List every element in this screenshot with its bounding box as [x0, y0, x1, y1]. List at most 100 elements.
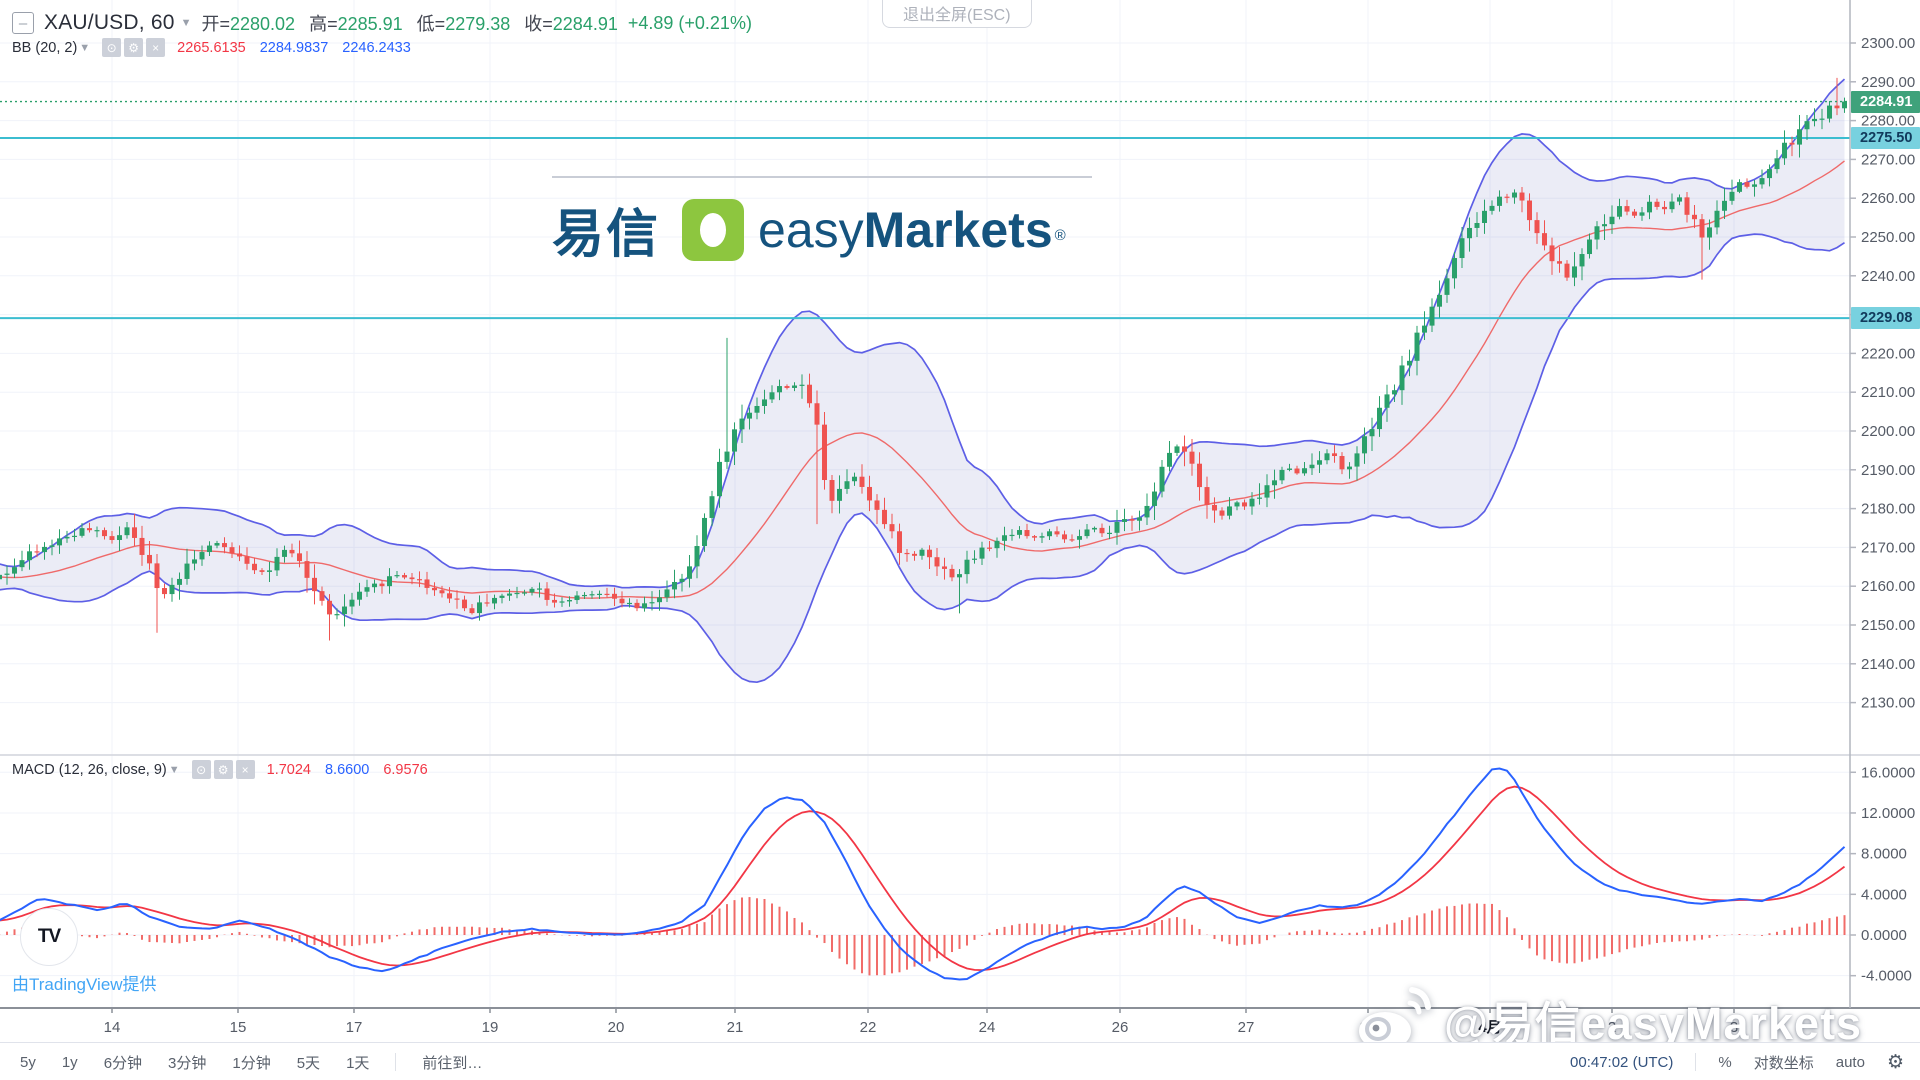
svg-text:2240.00: 2240.00 [1861, 268, 1915, 285]
svg-text:0.0000: 0.0000 [1861, 927, 1907, 944]
svg-text:15: 15 [230, 1019, 247, 1036]
eye-icon[interactable]: ⊙ [102, 38, 122, 57]
svg-text:4.0000: 4.0000 [1861, 886, 1907, 903]
svg-text:2170.00: 2170.00 [1861, 539, 1915, 556]
low-label: 低= [416, 14, 446, 34]
range-5d-button[interactable]: 5天 [296, 1054, 321, 1072]
close-value: 2284.91 [552, 14, 618, 34]
svg-text:2280.00: 2280.00 [1861, 113, 1915, 130]
goto-date-button[interactable]: 前往到… [422, 1054, 483, 1072]
range-6min-button[interactable]: 6分钟 [103, 1054, 143, 1072]
svg-text:28: 28 [1360, 1019, 1377, 1036]
ohlc-values: 开=2280.02 高=2285.91 低=2279.38 收=2284.91 [201, 10, 617, 36]
open-value: 2280.02 [230, 14, 296, 34]
range-5y-button[interactable]: 5y [20, 1053, 36, 1071]
bb-title[interactable]: BB (20, 2) [12, 39, 78, 56]
collapse-legend-icon[interactable]: – [12, 12, 34, 34]
tradingview-attribution[interactable]: TV 由TradingView提供 [12, 908, 157, 995]
svg-text:2270.00: 2270.00 [1861, 151, 1915, 168]
chevron-down-icon[interactable]: ▼ [79, 41, 91, 54]
close-icon[interactable]: × [235, 760, 255, 779]
toolbar-divider [395, 1053, 397, 1071]
settings-gear-icon[interactable]: ⚙ [1886, 1051, 1904, 1073]
svg-text:2300.00: 2300.00 [1861, 35, 1915, 52]
high-label: 高= [309, 14, 338, 34]
brand-easy: easy [758, 201, 864, 258]
svg-text:2: 2 [1608, 1019, 1616, 1036]
svg-text:2160.00: 2160.00 [1861, 578, 1915, 595]
bb-upper-value: 2284.9837 [259, 39, 329, 56]
range-1d-button[interactable]: 1天 [346, 1054, 370, 1072]
svg-text:12.0000: 12.0000 [1861, 805, 1915, 822]
svg-text:2130.00: 2130.00 [1861, 695, 1915, 712]
percent-scale-button[interactable]: % [1718, 1053, 1732, 1071]
svg-text:27: 27 [1238, 1019, 1255, 1036]
svg-text:2260.00: 2260.00 [1861, 190, 1915, 207]
macd-indicator-legend: MACD (12, 26, close, 9) ▼ ⊙ ⚙ × 1.7024 8… [12, 760, 428, 779]
range-3min-button[interactable]: 3分钟 [168, 1054, 207, 1072]
gear-icon[interactable]: ⚙ [124, 38, 144, 57]
svg-text:2150.00: 2150.00 [1861, 617, 1915, 634]
symbol-legend: – XAU/USD, 60 ▼ 开=2280.02 高=2285.91 低=22… [12, 10, 752, 36]
range-1y-button[interactable]: 1y [61, 1053, 78, 1071]
svg-text:2210.00: 2210.00 [1861, 384, 1915, 401]
open-label: 开= [201, 14, 230, 34]
svg-text:2220.00: 2220.00 [1861, 345, 1915, 362]
svg-text:2190.00: 2190.00 [1861, 462, 1915, 479]
log-scale-button[interactable]: 对数坐标 [1753, 1054, 1814, 1072]
brand-markets: Markets [863, 201, 1053, 258]
bb-basis-value: 2265.6135 [177, 39, 246, 56]
brand-watermark: 易信 easyMarkets ® [552, 176, 1092, 267]
svg-text:19: 19 [482, 1019, 499, 1036]
eye-icon[interactable]: ⊙ [191, 760, 211, 779]
close-label: 收= [524, 14, 553, 34]
clock-utc[interactable]: 00:47:02 (UTC) [1570, 1053, 1674, 1071]
symbol-title[interactable]: XAU/USD, 60 [44, 11, 175, 34]
svg-text:14: 14 [104, 1019, 121, 1036]
brand-chinese-name: 易信 [552, 206, 661, 264]
high-value: 2285.91 [337, 14, 403, 34]
macd-line-value: 8.6600 [324, 761, 370, 778]
svg-text:8.0000: 8.0000 [1861, 846, 1907, 863]
svg-text:17: 17 [346, 1019, 363, 1036]
svg-text:4月: 4月 [1478, 1019, 1501, 1036]
svg-text:3: 3 [1730, 1019, 1738, 1036]
svg-text:2200.00: 2200.00 [1861, 423, 1915, 440]
brand-rule [552, 176, 1092, 178]
svg-text:2140.00: 2140.00 [1861, 656, 1915, 673]
svg-text:26: 26 [1112, 1019, 1129, 1036]
svg-text:20: 20 [608, 1019, 625, 1036]
chevron-down-icon[interactable]: ▼ [168, 763, 180, 776]
range-1min-button[interactable]: 1分钟 [232, 1054, 271, 1072]
brand-logo-icon [682, 198, 745, 261]
alert-line-price-tag-lower: 2229.08 [1851, 307, 1920, 330]
registered-mark: ® [1054, 227, 1066, 245]
bottom-toolbar: 5y 1y 6分钟 3分钟 1分钟 5天 1天 前往到… 00:47:02 (U… [0, 1042, 1920, 1080]
svg-text:16.0000: 16.0000 [1861, 764, 1915, 781]
bb-lower-value: 2246.2433 [342, 39, 411, 56]
macd-title[interactable]: MACD (12, 26, close, 9) [12, 761, 167, 778]
current-price-tag: 2284.91 [1851, 90, 1920, 113]
macd-hist-value: 1.7024 [266, 761, 311, 778]
svg-text:21: 21 [727, 1019, 744, 1036]
bb-indicator-legend: BB (20, 2) ▼ ⊙ ⚙ × 2265.6135 2284.9837 2… [12, 38, 411, 57]
alert-line-price-tag-upper: 2275.50 [1851, 127, 1920, 150]
svg-text:22: 22 [860, 1019, 877, 1036]
auto-scale-button[interactable]: auto [1835, 1053, 1865, 1071]
svg-text:24: 24 [979, 1019, 996, 1036]
svg-text:-4.0000: -4.0000 [1861, 968, 1912, 985]
change-value: +4.89 (+0.21%) [627, 12, 752, 33]
svg-text:2250.00: 2250.00 [1861, 229, 1915, 246]
tradingview-attribution-text[interactable]: 由TradingView提供 [12, 975, 157, 994]
svg-text:2180.00: 2180.00 [1861, 501, 1915, 518]
exit-fullscreen-button[interactable]: 退出全屏(ESC) [882, 0, 1032, 28]
gear-icon[interactable]: ⚙ [213, 760, 233, 779]
chevron-down-icon[interactable]: ▼ [180, 17, 192, 29]
close-icon[interactable]: × [146, 38, 166, 57]
low-value: 2279.38 [445, 14, 511, 34]
macd-signal-value: 6.9576 [383, 761, 428, 778]
tradingview-logo-icon[interactable]: TV [20, 908, 78, 966]
toolbar-divider [1695, 1053, 1697, 1071]
